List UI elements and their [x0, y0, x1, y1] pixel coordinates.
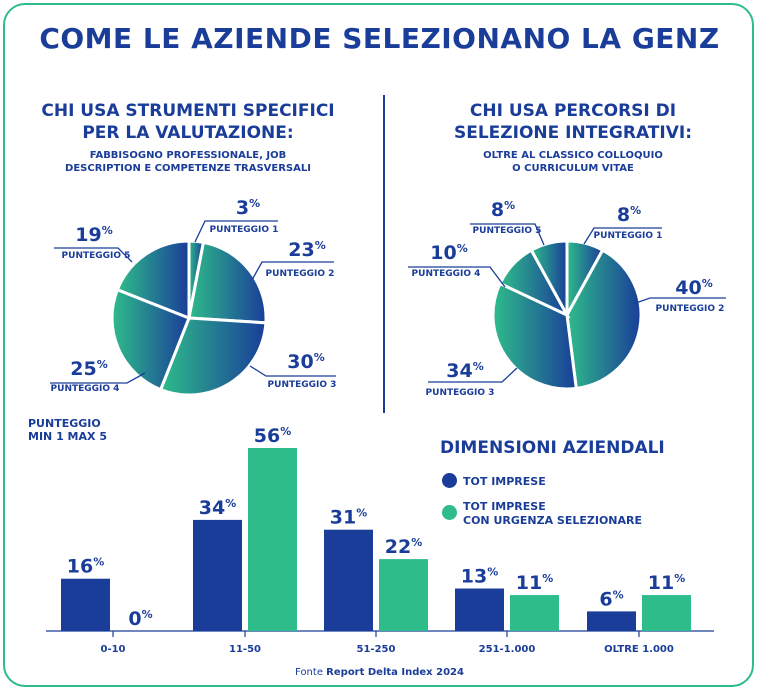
pie-left-value-4: 25%: [70, 358, 107, 380]
left-sub-line1: FABBISOGNO PROFESSIONALE, JOB: [89, 150, 287, 161]
axis-note: PUNTEGGIO MIN 1 MAX 5: [28, 417, 107, 443]
x-tick-label-3: 51-250: [357, 644, 396, 655]
bar-s1-2: [193, 519, 242, 631]
pie-left-leader-2: [251, 261, 334, 281]
pie-right-leader-2: [632, 297, 726, 305]
bar-value-s2-3: 22%: [385, 536, 422, 558]
bar-s1-3: [324, 529, 373, 631]
bar-s2-4: [510, 595, 559, 631]
bar-s1-4: [455, 588, 504, 631]
source-note: Fonte Report Delta Index 2024: [0, 667, 759, 678]
pie-left-leader-5: [54, 247, 133, 263]
pie-left-leader-4: [50, 372, 146, 384]
bar-chart: 16% 0% 0-10 34% 56% 11-50 31% 22% 51-250 13% 11% 25…: [46, 425, 714, 655]
left-title-line1: CHI USA STRUMENTI SPECIFICI: [41, 101, 335, 121]
pie-chart-left: 3% PUNTEGGIO 1 23% PUNTEGGIO 2 30% PUNTEGGIO …: [50, 197, 337, 397]
pie-chart-right: 8% PUNTEGGIO 1 40% PUNTEGGIO 2 34% PUNTEGGIO …: [408, 199, 726, 398]
pie-left-label-4: PUNTEGGIO 4: [51, 384, 120, 394]
legend-swatch-green: [442, 505, 457, 520]
pie-left-label-1: PUNTEGGIO 1: [210, 225, 279, 235]
bar-s1-5: [587, 611, 636, 631]
pie-right-leader-4: [408, 266, 506, 288]
right-sub-line2: O CURRICULUM VITAE: [512, 163, 634, 174]
pie-left-slice-2: [187, 240, 268, 325]
pie-right-value-1: 8%: [617, 204, 641, 226]
pie-right-value-4: 10%: [430, 242, 467, 264]
pie-right-slice-5: [529, 239, 569, 316]
left-title-line2: PER LA VALUTAZIONE:: [82, 123, 294, 143]
legend-item-urgenza: TOT IMPRESE CON URGENZA SELEZIONARE: [463, 500, 642, 528]
pie-right-value-2: 40%: [675, 277, 712, 299]
legend-title: DIMENSIONI AZIENDALI: [440, 438, 665, 458]
axis-note-line1: PUNTEGGIO: [28, 417, 101, 430]
bar-s2-3: [379, 559, 428, 631]
pie-left-value-1: 3%: [236, 197, 260, 219]
pie-right-leader-1: [583, 227, 662, 245]
pie-left-slice-3: [158, 316, 268, 397]
x-tick-label-2: 11-50: [229, 644, 261, 655]
card-frame: [3, 3, 754, 687]
pie-left-label-3: PUNTEGGIO 3: [268, 380, 337, 390]
section-divider: [383, 95, 385, 413]
legend-item-tot-imprese: TOT IMPRESE: [463, 475, 546, 488]
pie-right-label-4: PUNTEGGIO 4: [412, 269, 481, 279]
bar-value-s1-2: 34%: [199, 497, 236, 519]
pie-right-leader-3: [428, 367, 518, 383]
left-section-subtitle: FABBISOGNO PROFESSIONALE, JOB DESCRIPTIO…: [8, 149, 368, 175]
legend-item2-line1: TOT IMPRESE: [463, 500, 546, 513]
pie-left-leader-1: [194, 220, 278, 243]
pie-right-label-1: PUNTEGGIO 1: [594, 231, 663, 241]
bar-s1-1: [61, 578, 110, 631]
bar-value-s2-1: 0%: [128, 608, 152, 630]
x-tick-label-5: OLTRE 1.000: [604, 644, 674, 655]
bar-s2-5: [642, 595, 691, 631]
left-section-title: CHI USA STRUMENTI SPECIFICI PER LA VALUT…: [8, 100, 368, 144]
pie-left-label-5: PUNTEGGIO 5: [62, 251, 131, 261]
x-tick-label-4: 251-1.000: [479, 644, 536, 655]
bar-value-s1-5: 6%: [599, 588, 623, 610]
pie-left-slice-5: [115, 239, 191, 321]
pie-right-leader-5: [470, 223, 545, 246]
left-sub-line2: DESCRIPTION E COMPETENZE TRASVERSALI: [65, 163, 311, 174]
pie-right-label-5: PUNTEGGIO 5: [473, 226, 542, 236]
pie-left-value-5: 19%: [75, 224, 112, 246]
source-name: Report Delta Index 2024: [326, 667, 464, 678]
pie-right-value-3: 34%: [446, 360, 483, 382]
pie-left-value-2: 23%: [288, 239, 325, 261]
pie-right-slice-2: [565, 248, 643, 391]
legend-item2-line2: CON URGENZA SELEZIONARE: [463, 514, 643, 527]
pie-left-slice-4: [110, 287, 191, 392]
source-prefix: Fonte: [295, 667, 323, 678]
right-section-subtitle: OLTRE AL CLASSICO COLLOQUIO O CURRICULUM…: [393, 149, 753, 175]
bar-value-s1-1: 16%: [67, 556, 104, 578]
pie-right-value-5: 8%: [491, 199, 515, 221]
pie-right-label-2: PUNTEGGIO 2: [656, 304, 725, 314]
pie-right-label-3: PUNTEGGIO 3: [426, 388, 495, 398]
right-title-line2: SELEZIONE INTEGRATIVI:: [453, 123, 692, 143]
bar-value-s2-4: 11%: [516, 572, 553, 594]
legend-swatch-blue: [442, 473, 457, 488]
bar-value-s2-5: 11%: [648, 572, 685, 594]
pie-left-leader-3: [249, 365, 336, 377]
right-sub-line1: OLTRE AL CLASSICO COLLOQUIO: [483, 150, 663, 161]
right-section-title: CHI USA PERCORSI DI SELEZIONE INTEGRATIV…: [393, 100, 753, 144]
right-title-line1: CHI USA PERCORSI DI: [469, 101, 677, 121]
x-tick-label-1: 0-10: [100, 644, 125, 655]
axis-note-line2: MIN 1 MAX 5: [28, 430, 107, 443]
bar-value-s2-2: 56%: [254, 425, 291, 447]
pie-left-label-2: PUNTEGGIO 2: [266, 269, 335, 279]
bar-value-s1-4: 13%: [461, 566, 498, 588]
page-title: COME LE AZIENDE SELEZIONANO LA GENZ: [39, 22, 720, 55]
pie-left-value-3: 30%: [287, 351, 324, 373]
bar-s2-2: [248, 448, 297, 631]
bar-value-s1-3: 31%: [330, 507, 367, 529]
